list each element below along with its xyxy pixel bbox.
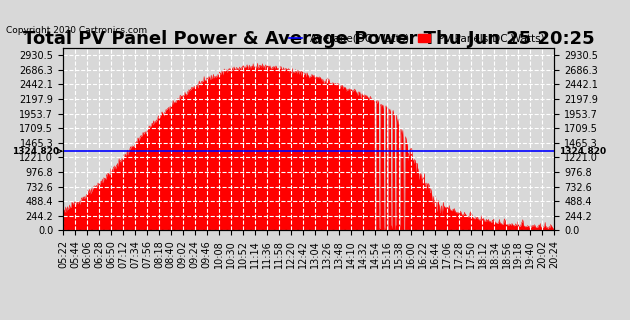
Legend: Average(DC Watts), PV Panels(DC Watts): Average(DC Watts), PV Panels(DC Watts) xyxy=(285,29,549,48)
Text: Copyright 2020 Cartronics.com: Copyright 2020 Cartronics.com xyxy=(6,26,147,35)
Title: Total PV Panel Power & Average Power Thu Jun 25 20:25: Total PV Panel Power & Average Power Thu… xyxy=(23,30,595,48)
Text: 1324.820: 1324.820 xyxy=(559,147,605,156)
Text: 1324.820: 1324.820 xyxy=(12,147,59,156)
